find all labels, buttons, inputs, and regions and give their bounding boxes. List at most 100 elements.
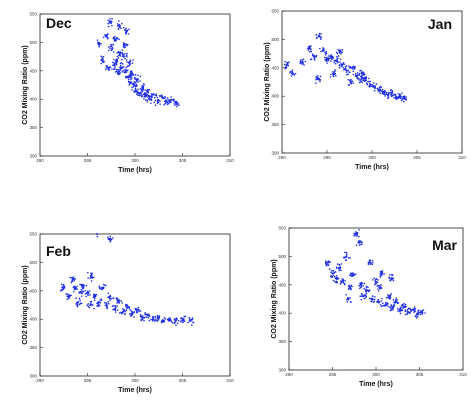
data-point <box>110 49 113 52</box>
data-point <box>354 273 357 275</box>
data-point <box>334 70 336 73</box>
y-tick-label: 450 <box>271 65 279 70</box>
data-point <box>130 81 132 83</box>
data-point <box>108 66 111 68</box>
data-point <box>141 90 144 92</box>
data-point <box>415 317 418 319</box>
data-point <box>318 32 321 35</box>
data-point <box>101 288 104 291</box>
data-point <box>142 87 145 90</box>
data-point <box>383 273 385 275</box>
data-point <box>340 65 343 68</box>
data-point <box>372 279 374 281</box>
data-point <box>378 90 380 93</box>
data-point <box>139 80 141 82</box>
data-point <box>122 310 125 312</box>
data-point <box>345 294 347 296</box>
data-point <box>351 274 354 276</box>
data-point <box>128 28 130 31</box>
data-point <box>73 290 75 293</box>
data-point <box>330 269 333 272</box>
data-point <box>378 284 381 287</box>
data-point <box>180 320 183 322</box>
data-point <box>137 88 139 91</box>
data-point <box>96 305 98 307</box>
data-point <box>374 87 377 89</box>
data-point <box>336 263 339 265</box>
x-tick-label: 305 <box>179 158 187 163</box>
data-point <box>334 72 337 75</box>
data-point <box>114 63 116 65</box>
data-point <box>121 58 123 61</box>
data-point <box>136 308 139 311</box>
data-point <box>188 320 191 323</box>
data-point <box>61 286 64 288</box>
data-point <box>67 295 69 298</box>
data-point <box>121 71 123 73</box>
data-point <box>324 58 326 61</box>
data-point <box>107 19 109 22</box>
y-tick-label: 450 <box>278 282 286 287</box>
data-point <box>105 68 107 71</box>
data-point <box>398 308 401 311</box>
chart-panel-feb: 290 295 300 305 310 300 350 400 450 500 550 Time (h… <box>22 232 234 395</box>
data-point <box>119 67 122 69</box>
data-point <box>392 304 395 306</box>
panel-label: Jan <box>428 16 452 32</box>
data-point <box>75 301 78 304</box>
data-point <box>379 276 382 278</box>
data-point <box>309 51 311 53</box>
data-point <box>107 303 110 305</box>
data-point <box>99 288 101 290</box>
data-point <box>327 59 330 62</box>
data-point <box>340 269 342 272</box>
data-point <box>377 301 380 303</box>
data-point <box>97 303 100 305</box>
data-point <box>350 82 353 84</box>
data-point <box>302 63 305 65</box>
data-point <box>86 304 89 307</box>
data-point <box>121 55 124 57</box>
data-point <box>102 56 105 58</box>
data-point <box>110 298 113 300</box>
data-point <box>77 301 80 304</box>
data-point <box>356 74 359 76</box>
data-point <box>135 84 138 86</box>
data-point <box>361 74 363 77</box>
data-point <box>100 298 102 300</box>
data-point <box>359 69 362 72</box>
data-point <box>143 319 145 322</box>
data-point <box>73 280 76 282</box>
data-point <box>129 82 132 85</box>
data-point <box>105 302 108 304</box>
data-point <box>335 275 338 277</box>
data-point <box>151 319 154 322</box>
data-point <box>102 286 105 289</box>
x-tick-label: 310 <box>459 372 467 377</box>
data-point <box>361 241 363 244</box>
data-point <box>127 78 130 80</box>
data-point <box>340 263 343 265</box>
data-point <box>402 97 405 100</box>
data-point <box>90 280 93 282</box>
data-point <box>397 310 399 312</box>
data-point <box>109 240 111 243</box>
data-point <box>342 66 344 69</box>
data-point <box>154 315 156 318</box>
data-point <box>317 74 319 77</box>
data-point <box>391 91 394 93</box>
data-point <box>114 68 116 70</box>
data-point <box>75 303 77 305</box>
data-point <box>363 282 366 285</box>
data-point <box>110 43 112 46</box>
data-point <box>316 78 319 81</box>
data-point <box>144 312 146 314</box>
data-point <box>385 93 388 96</box>
data-point <box>132 85 135 88</box>
data-point <box>339 267 342 269</box>
data-point <box>330 271 332 274</box>
data-point <box>79 302 82 305</box>
data-point <box>380 270 383 273</box>
data-point <box>111 17 113 20</box>
data-point <box>356 72 359 74</box>
